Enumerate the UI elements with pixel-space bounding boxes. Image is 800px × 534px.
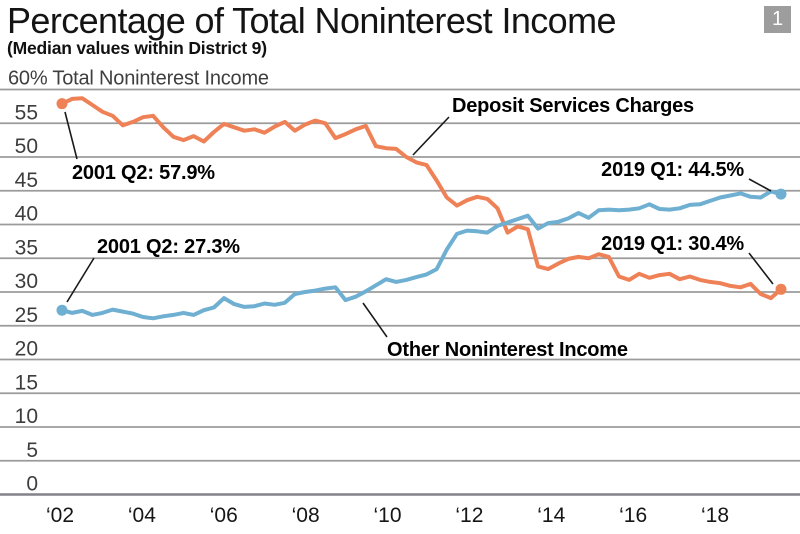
y-tick-label-20: 20: [15, 338, 38, 361]
x-tick-label-08: ‘08: [292, 504, 320, 527]
annotation-leader-3: [362, 302, 388, 338]
y-tick-label-45: 45: [15, 169, 38, 192]
x-tick-label-16: ‘16: [619, 504, 647, 527]
page-subtitle: (Median values within District 9): [7, 38, 267, 58]
y-tick-label-15: 15: [15, 371, 38, 394]
annotation-label-0: 2001 Q2: 57.9%: [72, 162, 215, 184]
annotation-label-2: 2001 Q2: 27.3%: [97, 236, 240, 258]
x-tick-label-12: ‘12: [455, 504, 483, 527]
x-tick-label-04: ‘04: [128, 504, 156, 527]
annotation-label-5: 2019 Q1: 30.4%: [601, 233, 744, 255]
annotation-leader-5: [748, 252, 774, 285]
y-tick-label-35: 35: [15, 236, 38, 259]
figure-number-badge: 1: [764, 6, 791, 33]
y-tick-label-50: 50: [15, 135, 38, 158]
y-tick-label-30: 30: [15, 270, 38, 293]
x-tick-label-02: ‘02: [46, 504, 74, 527]
annotation-label-3: Other Noninterest Income: [387, 339, 628, 361]
y-tick-label-0: 0: [26, 473, 38, 496]
y-tick-label-55: 55: [15, 101, 38, 124]
x-tick-label-14: ‘14: [537, 504, 565, 527]
series-line-deposit-services-charges: [60, 96, 783, 301]
annotation-label-1: Deposit Services Charges: [452, 95, 694, 117]
x-tick-label-06: ‘06: [210, 504, 238, 527]
series-line-other-noninterest-income: [60, 189, 783, 321]
annotation-leader-2: [66, 257, 95, 303]
series-end-dot-deposit-services-charges: [775, 283, 787, 295]
y-tick-label-40: 40: [15, 203, 38, 226]
annotation-leader-1: [412, 116, 450, 156]
series-start-dot-other-noninterest-income: [56, 304, 68, 316]
annotation-label-4: 2019 Q1: 44.5%: [601, 159, 744, 181]
x-tick-label-18: ‘18: [701, 504, 729, 527]
page-title: Percentage of Total Noninterest Income: [7, 0, 617, 41]
series-start-dot-deposit-services-charges: [56, 98, 68, 110]
y-tick-label-25: 25: [15, 304, 38, 327]
y-tick-label-10: 10: [15, 405, 38, 428]
annotation-leader-0: [64, 111, 78, 160]
annotation-leader-4: [748, 178, 772, 192]
series-end-dot-other-noninterest-income: [775, 188, 787, 200]
y-tick-label-5: 5: [26, 439, 38, 462]
x-tick-label-10: ‘10: [373, 504, 401, 527]
y-axis-title: 60% Total Noninterest Income: [8, 68, 269, 90]
